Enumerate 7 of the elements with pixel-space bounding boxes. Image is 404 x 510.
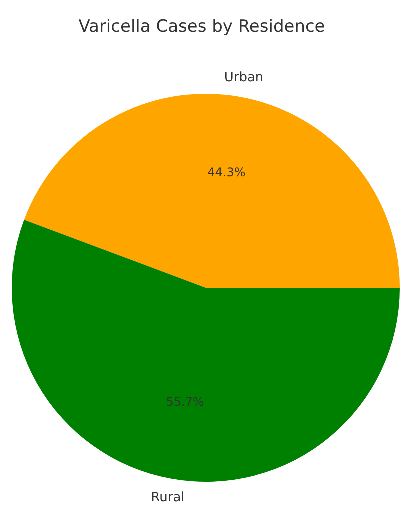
data-label: 44.3% bbox=[208, 166, 246, 180]
slice-label: Urban bbox=[224, 70, 264, 86]
pie-slice bbox=[12, 220, 400, 482]
chart-title: Varicella Cases by Residence bbox=[78, 17, 326, 37]
data-label: 55.7% bbox=[166, 394, 204, 409]
pie-slice bbox=[24, 94, 400, 288]
slice-label: Rural bbox=[151, 490, 185, 506]
